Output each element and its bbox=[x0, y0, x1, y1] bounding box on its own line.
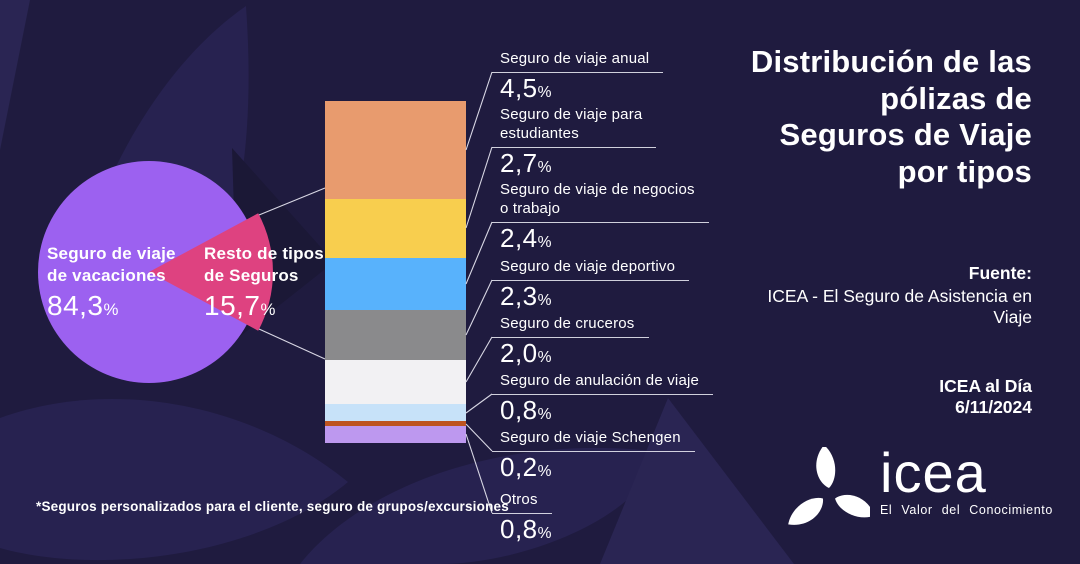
bar-segment-otros bbox=[325, 426, 466, 443]
icea-logo-icon bbox=[788, 447, 870, 525]
bar-label-anual: Seguro de viaje anual 4,5% bbox=[492, 49, 664, 104]
bar-segment-deportivo bbox=[325, 310, 466, 360]
bar-segment-schengen bbox=[325, 421, 466, 426]
bar-label-schengen-name: Seguro de viaje Schengen bbox=[492, 428, 695, 453]
bar-label-estudiantes: Seguro de viaje para estudiantes 2,7% bbox=[492, 105, 657, 179]
bar-segment-estudiantes bbox=[325, 199, 466, 258]
icea-logo-text: icea bbox=[880, 441, 987, 504]
bar-leader-lines bbox=[465, 71, 493, 514]
bar-label-cruceros-name: Seguro de cruceros bbox=[492, 314, 649, 339]
pie-label-resto-name: Resto de tipos de Seguros bbox=[204, 244, 324, 286]
bar-label-negocios-name: Seguro de viaje de negocios o trabajo bbox=[492, 180, 709, 224]
bar-label-otros: Otros 0,8% bbox=[492, 490, 552, 543]
bar-segment-anulacion bbox=[325, 404, 466, 421]
bar-label-estudiantes-name: Seguro de viaje para estudiantes bbox=[492, 105, 657, 149]
pie-slice-resto bbox=[149, 213, 273, 331]
source-block: Fuente: ICEA - El Seguro de Asistencia e… bbox=[640, 263, 1032, 328]
icea-wordmark: icea El Valor del Conocimiento bbox=[880, 441, 1053, 517]
pie-label-vacaciones-value: 84,3% bbox=[47, 290, 119, 322]
bar-label-cruceros: Seguro de cruceros 2,0% bbox=[492, 314, 649, 367]
pie-chart bbox=[38, 161, 273, 383]
bar-label-deportivo-value: 2,3% bbox=[500, 281, 552, 312]
bar-label-anual-value: 4,5% bbox=[500, 73, 552, 104]
bar-label-anual-name: Seguro de viaje anual bbox=[492, 49, 664, 74]
page-title: Distribución de las pólizas de Seguros d… bbox=[750, 44, 1032, 189]
icea-logo: icea El Valor del Conocimiento bbox=[788, 441, 1053, 539]
bar-label-cruceros-value: 2,0% bbox=[500, 338, 552, 369]
bar-label-schengen-value: 0,2% bbox=[500, 452, 552, 483]
bar-label-schengen: Seguro de viaje Schengen 0,2% bbox=[492, 428, 695, 481]
bar-label-otros-name: Otros bbox=[492, 490, 552, 515]
stacked-bar bbox=[325, 101, 466, 443]
bar-label-anulacion: Seguro de anulación de viaje 0,8% bbox=[492, 371, 714, 426]
source-text: ICEA - El Seguro de Asistencia en Viaje bbox=[767, 286, 1032, 327]
pie-label-vacaciones-name: Seguro de viaje de vacaciones bbox=[47, 244, 176, 286]
pie-label-resto-value: 15,7% bbox=[204, 290, 276, 322]
bar-label-anulacion-name: Seguro de anulación de viaje bbox=[492, 371, 714, 396]
bar-segment-anual bbox=[325, 101, 466, 199]
footnote: *Seguros personalizados para el cliente,… bbox=[36, 499, 509, 514]
pie-to-bar-connectors bbox=[258, 187, 326, 360]
pie-label-vacaciones: Seguro de viaje de vacaciones 84,3% bbox=[47, 243, 176, 322]
bar-segment-negocios bbox=[325, 258, 466, 310]
bar-label-deportivo-name: Seguro de viaje deportivo bbox=[492, 257, 690, 282]
bar-label-estudiantes-value: 2,7% bbox=[500, 148, 552, 179]
edition-date: ICEA al Día 6/11/2024 bbox=[939, 376, 1032, 418]
bar-label-anulacion-value: 0,8% bbox=[500, 395, 552, 426]
bar-segment-cruceros bbox=[325, 360, 466, 404]
bar-label-negocios-value: 2,4% bbox=[500, 223, 552, 254]
bar-label-otros-value: 0,8% bbox=[500, 514, 552, 545]
icea-tagline: El Valor del Conocimiento bbox=[880, 502, 1053, 517]
bar-label-deportivo: Seguro de viaje deportivo 2,3% bbox=[492, 257, 690, 312]
bar-label-negocios: Seguro de viaje de negocios o trabajo 2,… bbox=[492, 180, 709, 252]
pie-label-resto: Resto de tipos de Seguros 15,7% bbox=[204, 243, 324, 322]
source-heading: Fuente: bbox=[968, 263, 1032, 283]
